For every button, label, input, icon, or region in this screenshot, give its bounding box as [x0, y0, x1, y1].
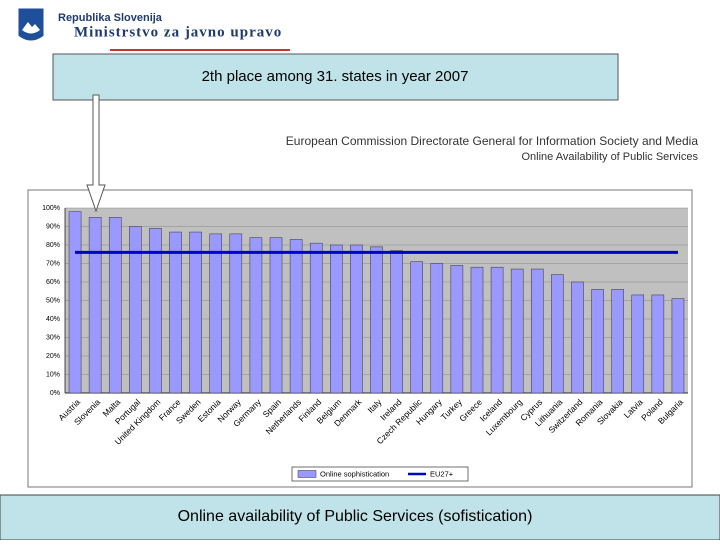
bar	[470, 266, 484, 394]
bar	[289, 239, 303, 394]
bar	[530, 268, 544, 394]
bar	[571, 281, 584, 394]
caption-text: Online availability of Public Services (…	[178, 508, 533, 525]
callout-box	[52, 53, 619, 101]
logo	[17, 7, 45, 42]
bar	[149, 228, 162, 394]
y-tick-label: 50%	[46, 297, 60, 304]
bar	[68, 211, 82, 394]
bar	[108, 217, 122, 394]
y-tick-label: 90%	[46, 223, 60, 230]
bar	[269, 237, 283, 394]
legend-label: EU27+	[430, 469, 454, 478]
bar	[189, 231, 202, 394]
legend-label: Online sophistication	[320, 469, 389, 478]
header-ministry: Ministrstvo za javno upravo	[74, 24, 282, 40]
bar	[510, 268, 524, 394]
bar	[209, 233, 223, 394]
marks: 0%10%20%30%40%50%60%70%80%90%100%Austria…	[42, 205, 688, 482]
bar	[591, 289, 604, 394]
callout-arrow	[86, 94, 106, 213]
bar	[490, 266, 504, 394]
bar	[390, 250, 403, 394]
header-country: Republika Slovenija	[58, 12, 163, 24]
bar	[129, 226, 142, 394]
bar	[229, 233, 243, 394]
y-tick-label: 100%	[42, 205, 60, 212]
bar	[671, 298, 685, 394]
legend-swatch	[297, 470, 317, 478]
y-tick-label: 70%	[46, 260, 60, 267]
bar	[410, 261, 423, 394]
bar	[169, 231, 182, 394]
bar	[450, 265, 464, 394]
chart-subtitle: Online Availability of Public Services	[522, 151, 699, 163]
y-tick-label: 0%	[50, 390, 60, 397]
y-tick-label: 60%	[46, 279, 60, 286]
y-tick-label: 40%	[46, 316, 60, 323]
y-tick-label: 20%	[46, 353, 60, 360]
bar	[370, 246, 383, 394]
logo-mountain	[22, 22, 40, 34]
bar	[551, 274, 564, 394]
bar	[350, 244, 363, 394]
bar	[611, 289, 624, 394]
chart-title: European Commission Directorate General …	[286, 134, 699, 148]
bar	[309, 242, 323, 394]
bar	[651, 294, 665, 394]
bar	[631, 294, 645, 394]
callout-text: 2th place among 31. states in year 2007	[202, 68, 469, 85]
bar	[430, 263, 444, 394]
bar	[330, 244, 343, 394]
legend-box	[291, 466, 469, 482]
bar	[88, 217, 102, 394]
y-tick-label: 10%	[46, 371, 60, 378]
y-tick-label: 30%	[46, 334, 60, 341]
y-tick-label: 80%	[46, 242, 60, 249]
bar	[249, 237, 263, 394]
